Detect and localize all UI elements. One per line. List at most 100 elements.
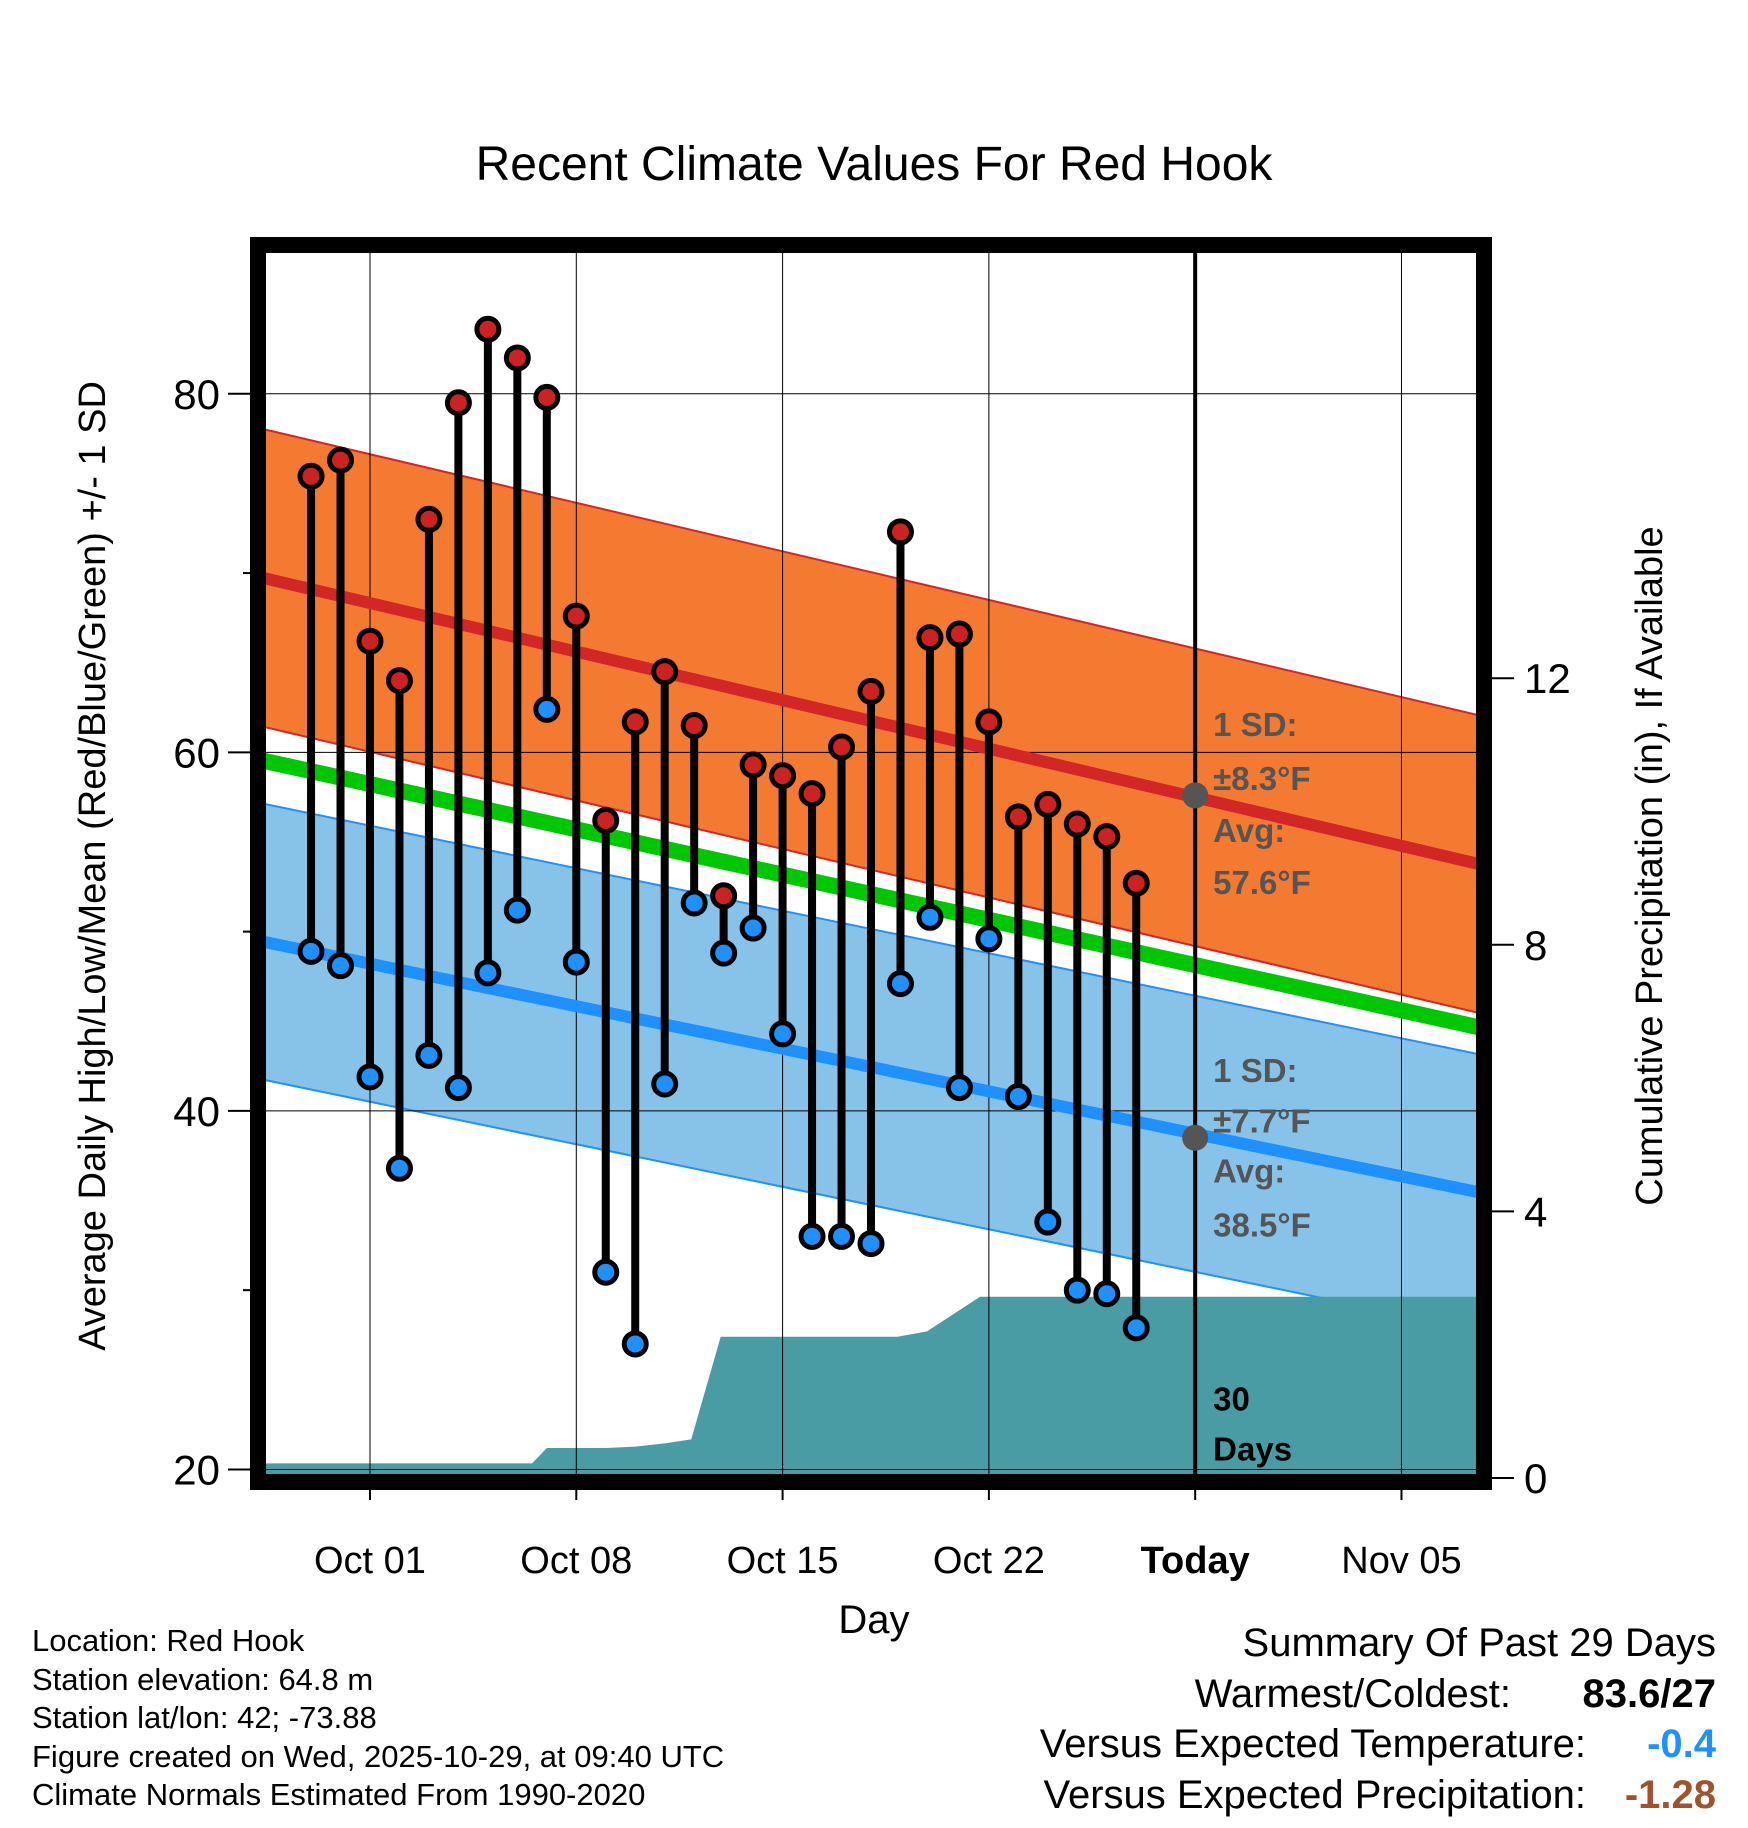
daily-high-marker — [1034, 790, 1062, 818]
daily-high-marker — [1093, 823, 1121, 851]
y-left-tick-label: 60 — [173, 729, 220, 776]
daily-low-marker — [1093, 1280, 1121, 1308]
daily-low-marker — [739, 914, 767, 942]
temp-diff-value: -0.4 — [1647, 1722, 1716, 1766]
daily-high-marker — [945, 620, 973, 648]
daily-low-marker — [945, 1074, 973, 1102]
daily-low-marker — [857, 1230, 885, 1258]
low-avg-label: Avg: — [1213, 1153, 1285, 1190]
plot-area: 1 SD: ±8.3°F Avg: 57.6°F 1 SD: ±7.7°F Avg: 38.5… — [173, 237, 1571, 1582]
daily-low-marker — [327, 952, 355, 980]
daily-high-marker — [916, 624, 944, 652]
daily-high-marker — [1063, 810, 1091, 838]
days-label: Days — [1213, 1430, 1292, 1467]
daily-low-marker — [1004, 1083, 1032, 1111]
plot-interior — [258, 245, 1484, 1482]
daily-high-marker — [327, 446, 355, 474]
summary-warmest-row: Warmest/Coldest: 83.6/27 — [1040, 1669, 1716, 1720]
high-avg-label: Avg: — [1213, 812, 1285, 849]
y-right-tick-label: 0 — [1524, 1455, 1547, 1502]
summary-panel: Summary Of Past 29 Days Warmest/Coldest:… — [1040, 1618, 1716, 1820]
daily-low-marker — [828, 1222, 856, 1250]
x-tick-label: Oct 22 — [933, 1540, 1045, 1582]
daily-high-marker — [857, 677, 885, 705]
daily-low-marker — [356, 1063, 384, 1091]
daily-low-marker — [385, 1154, 413, 1182]
daily-high-marker — [562, 602, 590, 630]
daily-high-marker — [1004, 803, 1032, 831]
daily-low-marker — [710, 939, 738, 967]
daily-low-marker — [503, 896, 531, 924]
daily-high-marker — [592, 806, 620, 834]
daily-low-marker — [1122, 1314, 1150, 1342]
daily-high-marker — [1122, 869, 1150, 897]
daily-low-marker — [916, 903, 944, 931]
daily-low-marker — [415, 1041, 443, 1069]
daily-low-marker — [444, 1074, 472, 1102]
latlon-text: Station lat/lon: 42; -73.88 — [32, 1700, 377, 1736]
daily-high-marker — [886, 518, 914, 546]
daily-low-marker — [1034, 1208, 1062, 1236]
plot-frame — [250, 237, 1492, 1490]
daily-high-marker — [385, 667, 413, 695]
today-high-avg-marker — [1182, 782, 1209, 809]
daily-high-marker — [444, 389, 472, 417]
y-left-tick-label: 40 — [173, 1088, 220, 1135]
daily-low-marker — [562, 948, 590, 976]
daily-low-marker — [592, 1258, 620, 1286]
low-sd-value: ±7.7°F — [1213, 1102, 1310, 1139]
daily-high-marker — [680, 711, 708, 739]
daily-low-marker — [886, 970, 914, 998]
daily-low-marker — [533, 695, 561, 723]
daily-low-marker — [1063, 1276, 1091, 1304]
y-axis-left-label: Average Daily High/Low/Mean (Red/Blue/Gr… — [72, 381, 114, 1351]
daily-low-marker — [651, 1070, 679, 1098]
y-left-tick-label: 20 — [173, 1446, 220, 1493]
x-tick-label: Oct 08 — [520, 1540, 632, 1582]
daily-high-marker — [739, 751, 767, 779]
chart-title: Recent Climate Values For Red Hook — [476, 138, 1274, 191]
daily-high-marker — [975, 708, 1003, 736]
station-info: Location: Red Hook Station elevation: 64… — [32, 1622, 724, 1815]
y-right-tick-label: 12 — [1524, 655, 1571, 702]
summary-precip-row: Versus Expected Precipitation: -1.28 — [1040, 1770, 1716, 1821]
temp-diff-label: Versus Expected Temperature: — [1039, 1722, 1586, 1766]
normals-text: Climate Normals Estimated From 1990-2020 — [32, 1777, 646, 1813]
daily-high-marker — [415, 505, 443, 533]
high-sd-value: ±8.3°F — [1213, 760, 1310, 797]
location-text: Location: Red Hook — [32, 1623, 305, 1658]
daily-high-marker — [621, 708, 649, 736]
y-right-tick-label: 4 — [1524, 1188, 1547, 1235]
daily-low-marker — [297, 937, 325, 965]
daily-low-marker — [798, 1222, 826, 1250]
precip-diff-value: -1.28 — [1624, 1772, 1716, 1817]
precip-area — [258, 1296, 1484, 1482]
daily-low-marker — [769, 1020, 797, 1048]
daily-low-marker — [474, 959, 502, 987]
x-tick-label: Oct 15 — [727, 1540, 839, 1582]
today-low-avg-marker — [1182, 1124, 1209, 1151]
daily-high-marker — [798, 780, 826, 808]
x-tick-label: Today — [1141, 1540, 1250, 1582]
daily-low-marker — [621, 1330, 649, 1358]
days-count: 30 — [1213, 1380, 1250, 1417]
high-sd-label: 1 SD: — [1213, 706, 1297, 743]
warmest-value: 83.6/27 — [1582, 1671, 1716, 1716]
x-tick-label: Nov 05 — [1341, 1540, 1461, 1582]
daily-high-marker — [356, 627, 384, 655]
daily-high-marker — [474, 315, 502, 343]
precip-diff-label: Versus Expected Precipitation: — [1043, 1772, 1586, 1817]
y-axis-right-label: Cumulative Precipitation (in), If Availa… — [1629, 526, 1671, 1205]
daily-high-marker — [769, 762, 797, 790]
y-left-tick-label: 80 — [173, 371, 220, 418]
x-tick-label: Oct 01 — [314, 1540, 426, 1582]
created-text: Figure created on Wed, 2025-10-29, at 09… — [32, 1738, 725, 1774]
y-right-tick-label: 8 — [1524, 922, 1547, 969]
low-avg-value: 38.5°F — [1213, 1206, 1311, 1243]
x-axis-label: Day — [838, 1598, 909, 1642]
summary-temp-row: Versus Expected Temperature: -0.4 — [1040, 1719, 1716, 1770]
daily-low-marker — [975, 925, 1003, 953]
elevation-text: Station elevation: 64.8 m — [32, 1661, 374, 1697]
daily-low-marker — [680, 889, 708, 917]
